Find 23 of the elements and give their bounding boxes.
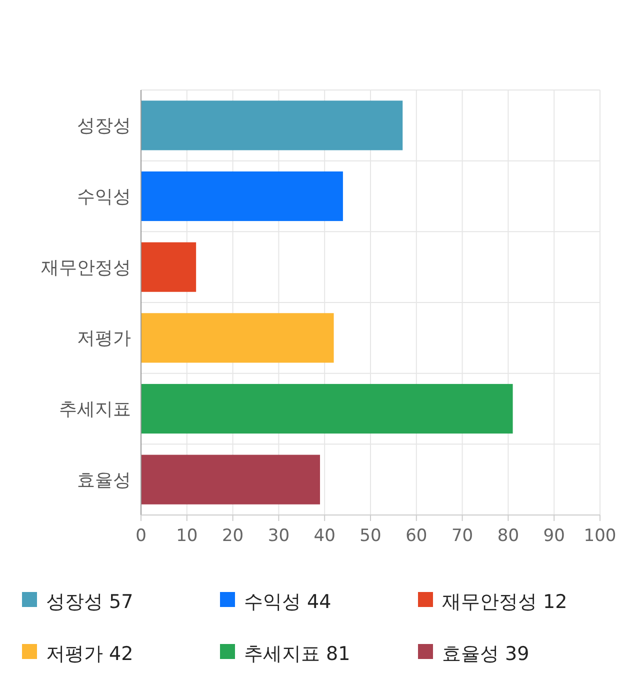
legend-label: 재무안정성 12: [442, 590, 568, 613]
x-tick-label: 50: [360, 526, 382, 546]
x-tick-label: 100: [584, 526, 616, 546]
x-tick-label: 60: [406, 526, 428, 546]
y-tick-label: 추세지표: [59, 399, 131, 420]
legend-label: 저평가 42: [46, 642, 134, 665]
y-tick-label: 성장성: [77, 116, 131, 137]
y-tick-label: 효율성: [77, 470, 131, 491]
legend-label: 수익성 44: [244, 590, 332, 613]
x-tick-label: 90: [543, 526, 565, 546]
x-tick-label: 0: [136, 526, 146, 546]
x-tick-label: 70: [451, 526, 474, 546]
y-tick-label: 수익성: [77, 186, 131, 208]
x-tick-label: 40: [314, 526, 336, 546]
y-tick-label: 재무안정성: [41, 257, 131, 278]
y-tick-label: 저평가: [77, 328, 131, 350]
legend-label: 추세지표 81: [244, 642, 350, 665]
legend-label: 성장성 57: [46, 590, 134, 613]
x-tick-label: 30: [268, 526, 290, 546]
x-tick-label: 20: [222, 526, 244, 546]
x-tick-label: 80: [497, 526, 520, 546]
x-tick-label: 10: [176, 526, 198, 546]
legend-label: 효율성 39: [442, 642, 530, 665]
